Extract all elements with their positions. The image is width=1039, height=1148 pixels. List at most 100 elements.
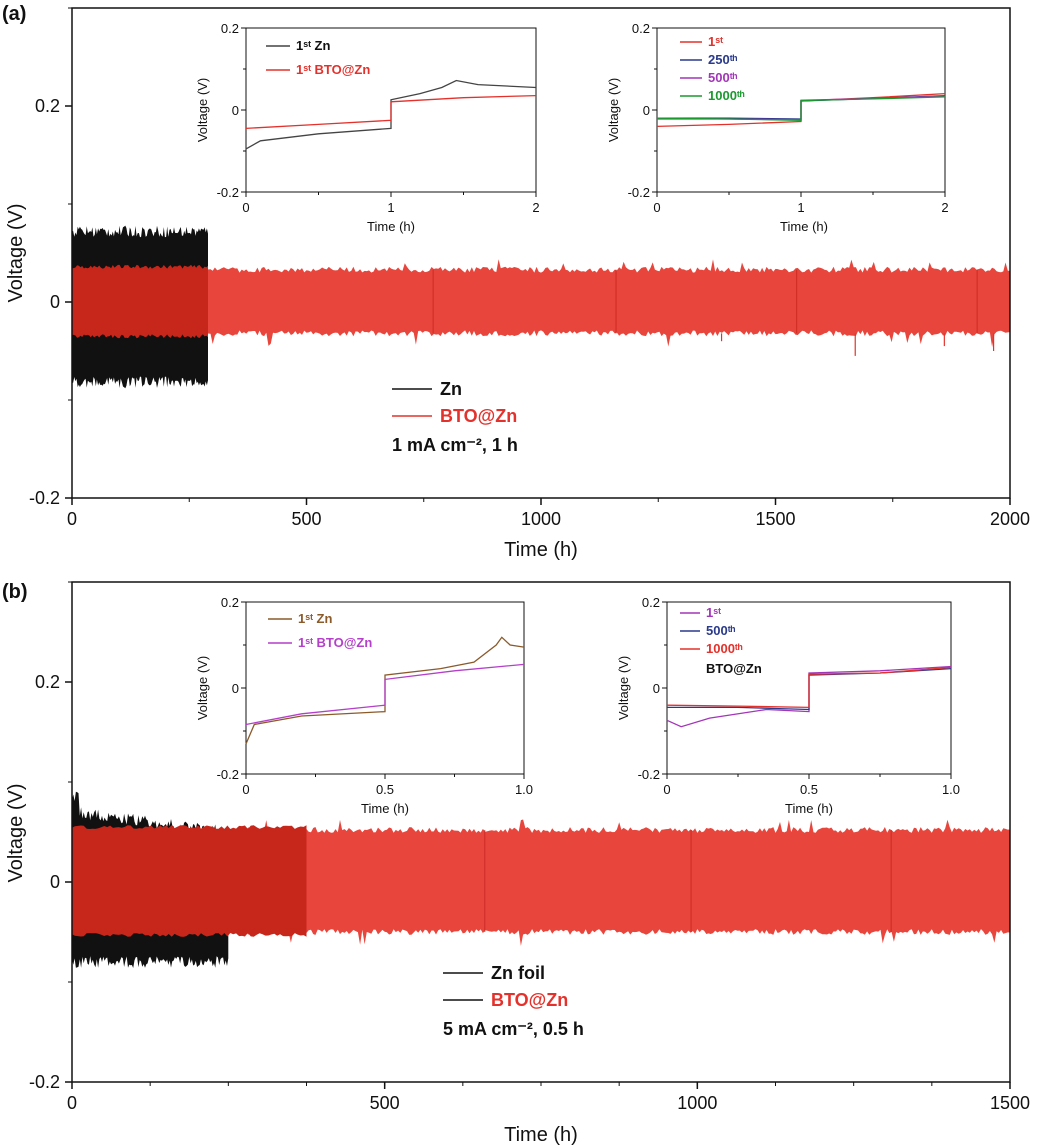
- panel-b-inset-1-plot-area: [245, 636, 525, 745]
- panel-a-inset-2: 0 1 2-0.200.2 Time (h) Voltage (V) 1ˢᵗ 250…: [606, 21, 949, 234]
- panel-a-inset-1-y-label: Voltage (V): [195, 78, 210, 142]
- panel-b-inset-1: 0 0.5 1.0-0.200.2 Time (h) Voltage (V) 1ˢᵗ…: [195, 595, 533, 816]
- panel-a-inset-1: 0 1 2-0.200.2 Time (h) Voltage (V) 1ˢᵗ Zn …: [195, 21, 540, 234]
- panel-a-inset-1-series-1: [245, 79, 537, 150]
- panel-b-inset-1-y-label: Voltage (V): [195, 656, 210, 720]
- panel-b-x-tick-label: 500: [370, 1093, 400, 1113]
- panel-a-inset-1-legend: 1ˢᵗ Zn 1ˢᵗ BTO@Zn: [266, 38, 370, 77]
- panel-a-x-label: Time (h): [504, 539, 578, 561]
- panel-a-x-tick-label: 1500: [755, 509, 795, 529]
- panel-b-legend: Zn foil BTO@Zn 5 mA cm⁻², 0.5 h: [443, 963, 584, 1039]
- panel-a-inset-2-x-label: Time (h): [780, 219, 828, 234]
- panel-a-inset-2-legend-2: 250ᵗʰ: [708, 52, 738, 67]
- panel-b-y-label: Voltage (V): [5, 784, 27, 883]
- panel-a-inset-2-x-tick-label: 2: [941, 200, 948, 215]
- panel-b-inset-2-y-label: Voltage (V): [616, 656, 631, 720]
- panel-b-inset-2-x-tick-label: 0: [663, 782, 670, 797]
- panel-a-bto-early-series: [72, 264, 208, 339]
- panel-a-inset-2-legend: 1ˢᵗ 250ᵗʰ 500ᵗʰ 1000ᵗʰ: [680, 34, 745, 103]
- panel-b-legend-zn: Zn foil: [491, 963, 545, 983]
- panel-a-inset-1-x-tick-label: 2: [532, 200, 539, 215]
- panel-a-inset-1-legend-1: 1ˢᵗ Zn: [296, 38, 330, 53]
- panel-b-y-tick-label: -0.2: [29, 1072, 60, 1092]
- panel-b-legend-condition: 5 mA cm⁻², 0.5 h: [443, 1019, 584, 1039]
- panel-a-label: (a): [2, 3, 26, 25]
- panel-a-inset-2-y-tick-label: -0.2: [628, 185, 650, 200]
- panel-b-inset-2-y-tick-label: 0: [653, 681, 660, 696]
- panel-b-inset-1-x-tick-label: 0: [242, 782, 249, 797]
- panel-a-y-tick-label: -0.2: [29, 488, 60, 508]
- panel-a-inset-2-legend-1: 1ˢᵗ: [708, 34, 723, 49]
- panel-a-y-tick-label: 0: [50, 292, 60, 312]
- panel-b-legend-bto: BTO@Zn: [491, 990, 568, 1010]
- panel-b-y-tick-label: 0.2: [35, 672, 60, 692]
- panel-a-inset-1-axes: 0 1 2-0.200.2: [217, 21, 540, 215]
- panel-a-inset-2-y-tick-label: 0: [643, 103, 650, 118]
- panel-b-inset-2-x-tick-label: 1.0: [942, 782, 960, 797]
- panel-b-inset-2-series-3: [666, 666, 952, 709]
- panel-a-inset-2-x-tick-label: 1: [797, 200, 804, 215]
- panel-b-plot-area: [72, 791, 1010, 968]
- panel-a-inset-1-x-tick-label: 0: [242, 200, 249, 215]
- panel-b: (b) 0 500 1000 1500-0.200.2 Time (h) Voltag…: [2, 581, 1030, 1146]
- panel-a-inset-1-y-tick-label: -0.2: [217, 185, 239, 200]
- panel-a-inset-2-x-tick-label: 0: [653, 200, 660, 215]
- panel-a-inset-1-legend-2: 1ˢᵗ BTO@Zn: [296, 62, 370, 77]
- panel-b-inset-2-series-1: [666, 665, 952, 728]
- panel-a-x-tick-label: 500: [291, 509, 321, 529]
- panel-a-inset-2-plot-area: [656, 92, 946, 128]
- panel-b-inset-1-legend: 1ˢᵗ Zn 1ˢᵗ BTO@Zn: [268, 611, 372, 650]
- panel-b-inset-2: 0 0.5 1.0-0.200.2 Time (h) Voltage (V) 1ˢᵗ…: [616, 595, 960, 816]
- panel-b-inset-2-legend-1: 1ˢᵗ: [706, 605, 721, 620]
- panel-a-inset-1-plot-area: [245, 79, 537, 150]
- panel-b-inset-1-legend-1: 1ˢᵗ Zn: [298, 611, 332, 626]
- panel-b-inset-1-x-label: Time (h): [361, 801, 409, 816]
- panel-b-inset-1-series-1: [245, 636, 525, 745]
- panel-b-inset-2-plot-area: [666, 665, 952, 728]
- panel-b-inset-1-axes: 0 0.5 1.0-0.200.2: [217, 595, 533, 797]
- panel-a-legend-condition: 1 mA cm⁻², 1 h: [392, 435, 518, 455]
- panel-b-inset-2-y-tick-label: -0.2: [638, 767, 660, 782]
- panel-b-inset-2-x-tick-label: 0.5: [800, 782, 818, 797]
- panel-b-x-tick-label: 1500: [990, 1093, 1030, 1113]
- panel-a-inset-1-y-tick-label: 0.2: [221, 21, 239, 36]
- panel-a-legend-zn: Zn: [440, 379, 462, 399]
- panel-b-y-tick-label: 0: [50, 872, 60, 892]
- panel-a-inset-2-series-4: [656, 96, 946, 121]
- panel-b-inset-2-x-label: Time (h): [785, 801, 833, 816]
- panel-b-inset-1-y-tick-label: 0: [232, 681, 239, 696]
- panel-a-legend-bto: BTO@Zn: [440, 406, 517, 426]
- panel-b-bto-early-series: [72, 825, 307, 937]
- panel-b-x-label: Time (h): [504, 1124, 578, 1146]
- panel-b-inset-2-legend-2: 500ᵗʰ: [706, 623, 736, 638]
- panel-a-inset-2-legend-3: 500ᵗʰ: [708, 70, 738, 85]
- panel-a-legend: Zn BTO@Zn 1 mA cm⁻², 1 h: [392, 379, 518, 455]
- panel-b-x-tick-label: 1000: [677, 1093, 717, 1113]
- panel-b-inset-2-axes: 0 0.5 1.0-0.200.2: [638, 595, 960, 797]
- panel-a-axes: 0 500 1000 1500 2000-0.200.2: [29, 7, 1030, 529]
- panel-a-inset-2-legend-4: 1000ᵗʰ: [708, 88, 745, 103]
- panel-a-inset-1-y-tick-label: 0: [232, 103, 239, 118]
- panel-b-x-tick-label: 0: [67, 1093, 77, 1113]
- panel-b-inset-1-x-tick-label: 0.5: [376, 782, 394, 797]
- panel-a-plot-area: [72, 225, 1010, 389]
- panel-a-y-tick-label: 0.2: [35, 96, 60, 116]
- panel-b-label: (b): [2, 581, 28, 603]
- panel-b-inset-2-legend: 1ˢᵗ 500ᵗʰ 1000ᵗʰ BTO@Zn: [680, 605, 762, 676]
- panel-b-inset-2-y-tick-label: 0.2: [642, 595, 660, 610]
- panel-a-x-tick-label: 0: [67, 509, 77, 529]
- panel-a-inset-2-y-tick-label: 0.2: [632, 21, 650, 36]
- panel-a-x-tick-label: 1000: [521, 509, 561, 529]
- panel-b-inset-2-note: BTO@Zn: [706, 661, 762, 676]
- panel-a-inset-2-axes: 0 1 2-0.200.2: [628, 21, 949, 215]
- panel-b-axes: 0 500 1000 1500-0.200.2: [29, 581, 1030, 1113]
- panel-a-bto-series: [72, 259, 1010, 348]
- panel-a-inset-1-series-2: [245, 94, 537, 130]
- panel-b-inset-1-y-tick-label: -0.2: [217, 767, 239, 782]
- panel-a-inset-2-y-label: Voltage (V): [606, 78, 621, 142]
- panel-a: (a) 0 500 1000 1500 2000-0.200.2 Time (h) Vo…: [2, 3, 1030, 561]
- panel-b-inset-1-x-tick-label: 1.0: [515, 782, 533, 797]
- panel-a-y-label: Voltage (V): [5, 204, 27, 303]
- panel-b-inset-1-y-tick-label: 0.2: [221, 595, 239, 610]
